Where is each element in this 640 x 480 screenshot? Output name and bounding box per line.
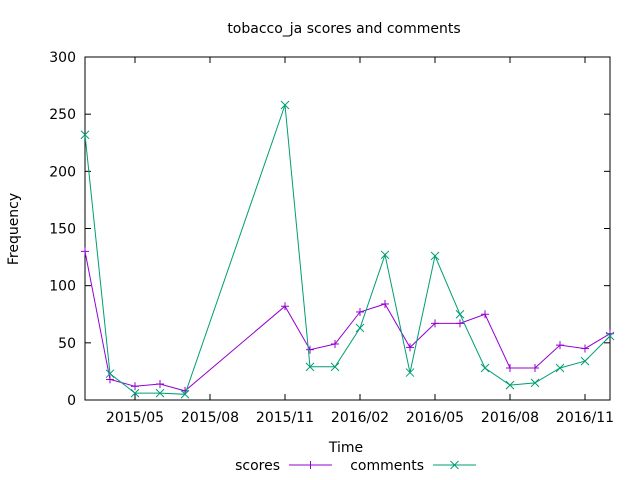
data-point-scores	[106, 375, 114, 384]
data-point-scores	[281, 302, 289, 311]
legend: scores comments	[235, 458, 476, 474]
data-point-comments	[330, 362, 340, 372]
data-point-comments	[305, 362, 315, 372]
data-point-comments	[355, 323, 365, 333]
plot-frame	[84, 56, 611, 401]
data-point-scores	[481, 310, 489, 319]
legend-marker-comments	[450, 460, 459, 470]
data-point-comments	[180, 389, 190, 399]
y-tick-label: 0	[67, 393, 76, 409]
data-point-scores	[456, 319, 464, 328]
data-point-comments	[580, 356, 590, 366]
data-point-comments	[105, 369, 115, 379]
data-point-comments	[405, 368, 415, 377]
data-point-scores	[331, 339, 339, 348]
legend-label-scores: scores	[235, 458, 280, 474]
data-point-scores	[306, 345, 314, 354]
x-tick-label: 2016/05	[406, 410, 464, 426]
data-point-scores	[431, 319, 439, 328]
data-point-comments	[155, 388, 165, 398]
data-point-comments	[80, 130, 90, 140]
x-tick-label: 2016/08	[481, 410, 539, 426]
legend-label-comments: comments	[350, 458, 424, 474]
series-layer	[80, 100, 615, 399]
x-tick-label: 2016/11	[556, 410, 614, 426]
x-tick-label: 2015/05	[106, 410, 164, 426]
data-point-scores	[506, 363, 514, 372]
data-point-scores	[381, 299, 389, 308]
y-tick-label: 150	[49, 222, 76, 238]
data-point-comments	[480, 363, 490, 373]
y-tick-label: 50	[58, 336, 76, 352]
x-tick-label: 2016/02	[331, 410, 389, 426]
data-point-scores	[531, 363, 539, 372]
x-axis-label: Time	[328, 440, 363, 456]
data-point-scores	[356, 307, 364, 316]
data-point-comments	[430, 251, 440, 261]
data-point-comments	[455, 309, 465, 319]
series-line-comments	[84, 104, 611, 395]
data-point-comments	[505, 380, 515, 390]
axes: 0 50 100 150 200 250 300 2015/05 2015/08 2015/11 2…	[49, 50, 614, 426]
data-point-comments	[280, 100, 290, 110]
data-point-comments	[530, 378, 540, 388]
data-point-scores	[156, 379, 164, 388]
series-line-scores	[84, 251, 611, 392]
legend-marker-scores	[306, 461, 315, 469]
y-tick-label: 300	[49, 50, 76, 66]
data-point-scores	[131, 382, 139, 391]
y-tick-label: 250	[49, 107, 76, 123]
y-tick-label: 200	[49, 164, 76, 180]
data-point-comments	[555, 363, 565, 373]
x-tick-label: 2015/11	[256, 410, 314, 426]
chart-title: tobacco_ja scores and comments	[227, 21, 460, 37]
data-point-scores	[406, 343, 414, 352]
data-point-scores	[556, 341, 564, 350]
y-axis-label: Frequency	[6, 193, 22, 265]
data-point-comments	[130, 388, 140, 398]
data-point-scores	[81, 247, 89, 256]
y-tick-label: 100	[49, 279, 76, 295]
data-point-comments	[380, 250, 390, 260]
x-tick-label: 2015/08	[181, 410, 239, 426]
data-point-comments	[605, 331, 615, 341]
data-point-scores	[581, 344, 589, 353]
